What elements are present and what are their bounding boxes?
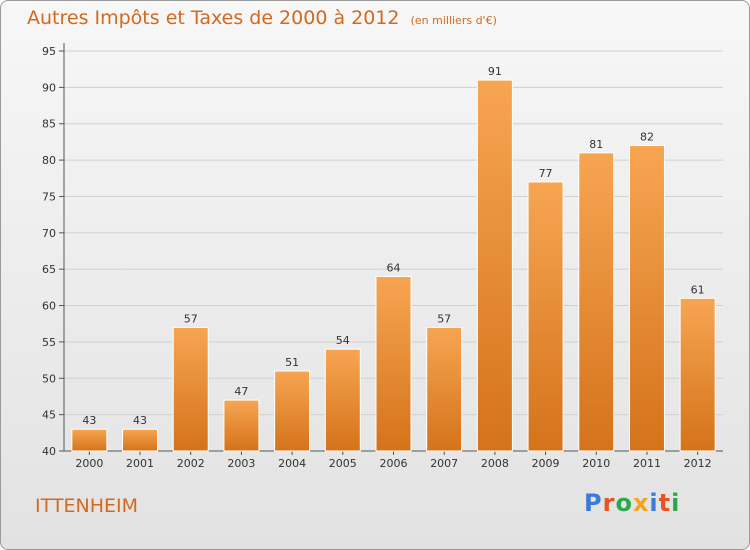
x-tick-label: 2009 xyxy=(532,457,560,470)
y-tick-label: 50 xyxy=(42,372,56,385)
x-tick-label: 2012 xyxy=(684,457,712,470)
data-label: 82 xyxy=(640,131,654,144)
y-tick-label: 45 xyxy=(42,409,56,422)
labels: 40 45 50 55 60 65 70 75 80 85 90 95 43 2000 43 2001 57 20… xyxy=(42,45,712,470)
brand-letter: t xyxy=(658,489,672,517)
data-label: 91 xyxy=(488,65,502,78)
x-tick-label: 2003 xyxy=(227,457,255,470)
y-tick-label: 95 xyxy=(42,45,56,58)
data-label: 43 xyxy=(82,414,96,427)
bars xyxy=(71,79,716,452)
title-row: Autres Impôts et Taxes de 2000 à 2012 (e… xyxy=(27,7,497,29)
data-label: 64 xyxy=(387,261,401,274)
data-label: 77 xyxy=(539,167,553,180)
data-label: 51 xyxy=(285,356,299,369)
brand-letter: i xyxy=(671,489,681,517)
y-tick-label: 75 xyxy=(42,190,56,203)
brand-letter: r xyxy=(602,489,616,517)
bar-2000 xyxy=(71,428,108,452)
y-tick-label: 70 xyxy=(42,227,56,240)
bar-2011 xyxy=(628,145,665,452)
data-label: 57 xyxy=(184,312,198,325)
bar-2002 xyxy=(172,326,209,452)
brand-letter: o xyxy=(615,489,633,517)
data-label: 43 xyxy=(133,414,147,427)
bar-2009 xyxy=(527,181,564,452)
brand-letter: P xyxy=(584,489,603,517)
x-tick-label: 2010 xyxy=(582,457,610,470)
x-tick-label: 2007 xyxy=(430,457,458,470)
x-tick-label: 2008 xyxy=(481,457,509,470)
x-tick-label: 2006 xyxy=(380,457,408,470)
bar-2003 xyxy=(223,399,260,452)
brand-letter: i xyxy=(649,489,659,517)
bar-2001 xyxy=(122,428,159,452)
y-tick-label: 60 xyxy=(42,300,56,313)
chart-subtitle: (en milliers d'€) xyxy=(410,14,497,27)
data-label: 81 xyxy=(589,138,603,151)
bar-2005 xyxy=(324,348,361,452)
x-tick-label: 2000 xyxy=(75,457,103,470)
bar-2012 xyxy=(679,297,716,452)
data-label: 54 xyxy=(336,334,350,347)
y-tick-label: 55 xyxy=(42,336,56,349)
bar-2010 xyxy=(578,152,615,452)
brand-letter: x xyxy=(632,489,650,517)
data-label: 57 xyxy=(437,312,451,325)
bar-2008 xyxy=(476,79,513,452)
y-tick-label: 65 xyxy=(42,263,56,276)
x-tick-label: 2005 xyxy=(329,457,357,470)
y-tick-label: 90 xyxy=(42,81,56,94)
y-tick-label: 40 xyxy=(42,445,56,458)
bar-2007 xyxy=(426,326,463,452)
x-tick-label: 2004 xyxy=(278,457,306,470)
commune-name: ITTENHEIM xyxy=(35,495,138,517)
bar-2004 xyxy=(274,370,311,452)
data-label: 47 xyxy=(234,385,248,398)
chart-title: Autres Impôts et Taxes de 2000 à 2012 xyxy=(27,7,400,29)
x-tick-label: 2002 xyxy=(177,457,205,470)
y-tick-label: 80 xyxy=(42,154,56,167)
bar-2006 xyxy=(375,275,412,452)
x-tick-label: 2011 xyxy=(633,457,661,470)
brand-logo: Proxiti xyxy=(584,489,680,517)
data-label: 61 xyxy=(691,283,705,296)
y-tick-label: 85 xyxy=(42,118,56,131)
x-tick-label: 2001 xyxy=(126,457,154,470)
